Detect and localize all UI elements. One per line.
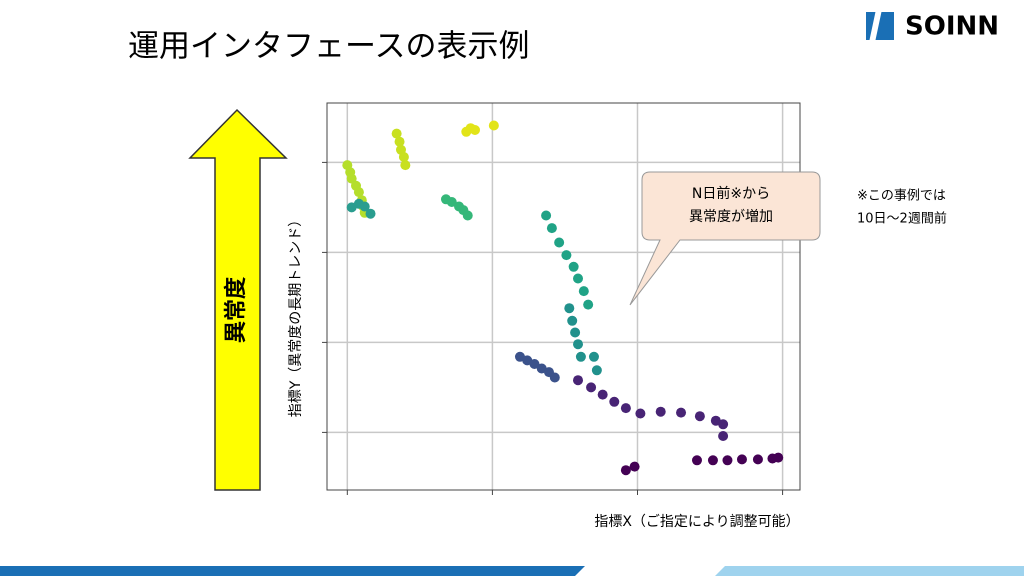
footer-band xyxy=(715,566,1024,576)
point xyxy=(620,465,631,476)
point xyxy=(609,396,620,407)
point xyxy=(346,173,357,184)
note-text: ※この事例では xyxy=(857,189,946,204)
point xyxy=(564,303,575,314)
logo-mark-cut xyxy=(869,12,882,40)
point xyxy=(752,454,763,465)
point xyxy=(591,365,602,376)
point xyxy=(773,452,784,463)
callout-text: N日前※から xyxy=(692,185,770,202)
arrow-label: 異常度 xyxy=(223,276,249,343)
point xyxy=(446,197,457,207)
point xyxy=(694,411,705,422)
point xyxy=(561,250,572,261)
point xyxy=(597,389,608,400)
point xyxy=(488,120,499,131)
point xyxy=(655,406,666,417)
point xyxy=(707,455,718,466)
footer-band xyxy=(0,566,585,576)
point xyxy=(588,351,599,362)
point xyxy=(365,208,376,219)
y-axis-label: 指標Y（異常度の長期トレンド） xyxy=(288,213,304,418)
point xyxy=(549,372,560,383)
point xyxy=(359,201,370,212)
point xyxy=(546,223,557,234)
point xyxy=(398,152,409,162)
logo: SOINN xyxy=(905,12,999,42)
point xyxy=(573,375,584,386)
point xyxy=(353,187,364,198)
point xyxy=(575,351,586,362)
x-axis-label: 指標X（ご指定により調整可能） xyxy=(594,514,799,530)
point xyxy=(469,125,480,135)
slide-title: 運用インタフェースの表示例 xyxy=(128,29,529,65)
point xyxy=(529,359,540,369)
plot-frame xyxy=(326,102,801,491)
callout-text: 異常度が増加 xyxy=(689,209,773,225)
point xyxy=(718,431,729,441)
anomaly-arrow xyxy=(188,108,288,491)
point xyxy=(635,408,646,419)
point xyxy=(554,237,565,248)
point xyxy=(718,419,729,430)
point xyxy=(394,136,405,147)
point xyxy=(691,455,702,466)
point xyxy=(578,286,589,297)
note-text: 10日～2週間前 xyxy=(857,211,947,227)
plot xyxy=(322,103,800,495)
point xyxy=(573,273,584,284)
point xyxy=(583,299,594,310)
point xyxy=(570,327,581,338)
point xyxy=(391,128,402,139)
point xyxy=(462,210,473,221)
point xyxy=(573,339,584,350)
point xyxy=(676,407,687,418)
point xyxy=(567,315,578,326)
callout-box xyxy=(629,171,821,306)
point xyxy=(541,210,552,221)
point xyxy=(736,454,747,465)
point xyxy=(629,461,640,472)
point xyxy=(586,382,597,393)
point xyxy=(400,160,411,171)
point xyxy=(722,455,733,466)
point xyxy=(568,261,579,272)
point xyxy=(620,403,631,414)
